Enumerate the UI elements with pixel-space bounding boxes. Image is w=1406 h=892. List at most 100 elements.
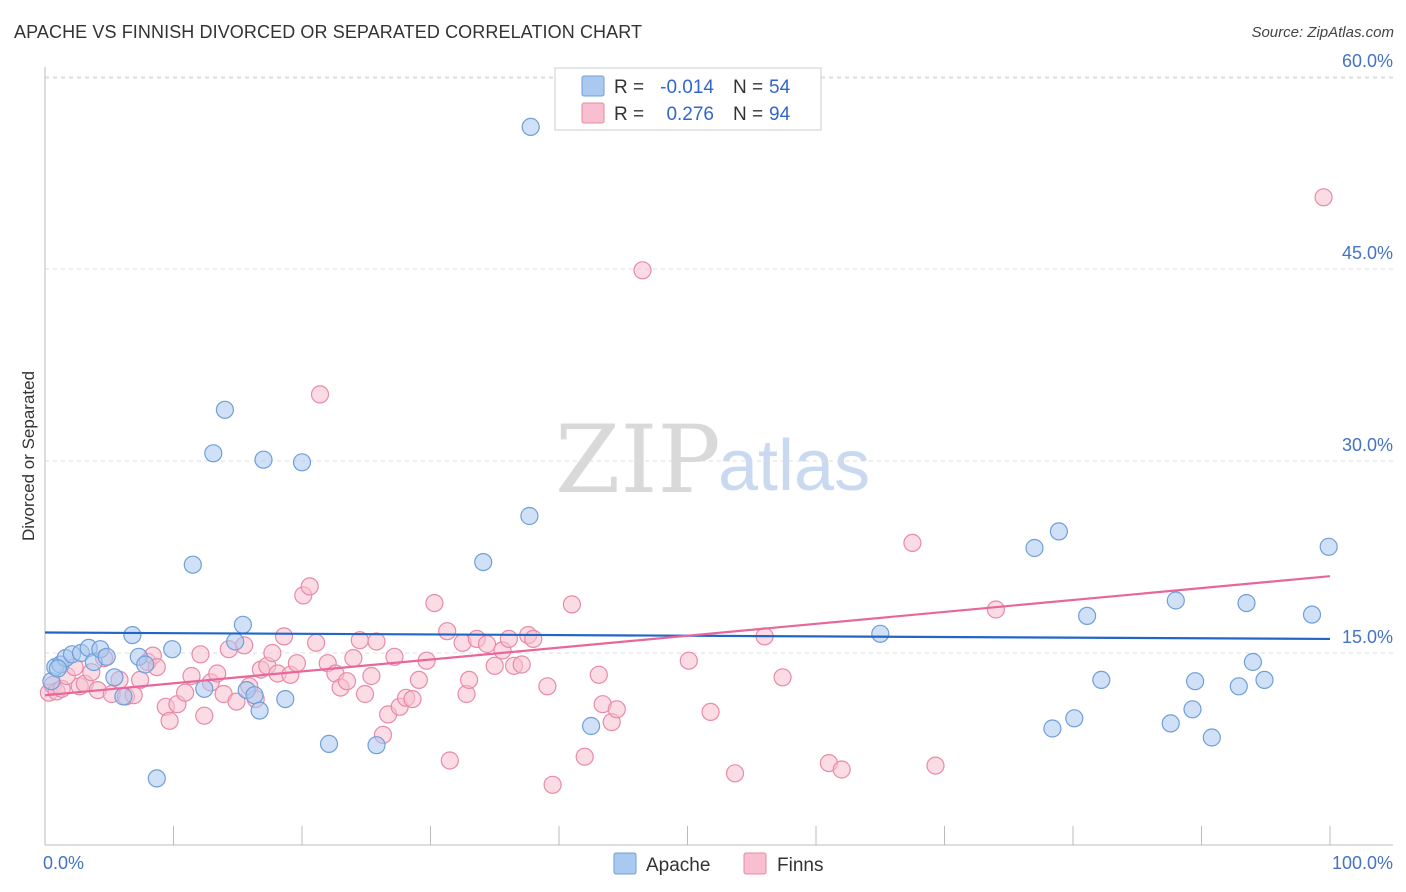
apache-point xyxy=(1319,537,1338,556)
finns-point xyxy=(227,692,246,711)
finns-point xyxy=(524,629,543,649)
finns-point xyxy=(562,595,582,614)
apache-point xyxy=(871,624,890,643)
chart-title: APACHE VS FINNISH DIVORCED OR SEPARATED … xyxy=(14,22,643,42)
apache-point xyxy=(215,400,234,419)
finns-point xyxy=(725,764,745,783)
apache-point xyxy=(521,117,540,137)
finns-point xyxy=(460,670,479,690)
legend-finns-n-label: N = xyxy=(733,104,763,125)
apache-point xyxy=(204,444,223,463)
legend-finns-r-label: R = xyxy=(614,104,644,125)
apache-point xyxy=(1302,605,1322,624)
finns-point xyxy=(607,700,626,719)
finns-point xyxy=(274,627,294,646)
bottom-legend: Apache Finns xyxy=(613,852,823,876)
legend-finns-swatch xyxy=(581,102,605,124)
apache-point xyxy=(276,689,295,709)
apache-point xyxy=(48,659,68,678)
finns-point xyxy=(409,670,428,690)
finns-point xyxy=(425,593,444,613)
finns-point xyxy=(543,775,562,794)
apache-point xyxy=(123,625,142,645)
y-axis-label: Divorced or Separated xyxy=(19,371,38,541)
finns-point xyxy=(499,629,518,649)
apache-point xyxy=(1065,709,1084,728)
apache-point xyxy=(292,453,312,472)
legend-apache-n-label: N = xyxy=(733,77,763,98)
finns-point xyxy=(344,648,363,668)
legend-finns-r-value: 0.276 xyxy=(666,104,714,125)
apache-point xyxy=(1092,670,1111,690)
apache-point xyxy=(183,555,202,574)
bottom-legend-apache-label: Apache xyxy=(646,855,710,876)
series-apache xyxy=(42,117,1338,788)
x-tick-label-min: 0.0% xyxy=(43,853,84,873)
finns-point xyxy=(191,645,210,664)
legend-apache-r-value: -0.014 xyxy=(660,77,714,98)
apache-point xyxy=(520,506,539,526)
apache-point xyxy=(367,736,386,755)
x-tick-label-max: 100.0% xyxy=(1332,853,1393,873)
finns-point xyxy=(679,651,698,670)
finns-point xyxy=(986,600,1006,619)
y-tick-label: 45.0% xyxy=(1342,243,1393,263)
finns-point xyxy=(485,656,504,675)
finns-point xyxy=(589,665,608,684)
x-axis-ticks xyxy=(44,826,1331,845)
bottom-legend-finns-label: Finns xyxy=(777,855,823,876)
apache-point xyxy=(226,632,245,651)
legend-finns-n-value: 94 xyxy=(769,104,791,125)
finns-point xyxy=(385,647,404,666)
apache-point xyxy=(581,716,601,736)
finns-point xyxy=(337,672,357,691)
finns-trend-line xyxy=(44,575,1331,697)
finns-point xyxy=(832,760,851,779)
finns-point xyxy=(195,706,214,725)
apache-point xyxy=(163,640,182,659)
finns-point xyxy=(355,684,375,704)
finns-point xyxy=(403,689,422,709)
apache-point xyxy=(1237,593,1256,613)
finns-point xyxy=(208,664,227,683)
apache-point xyxy=(1077,606,1097,626)
finns-point xyxy=(307,633,326,652)
apache-point xyxy=(195,679,214,698)
apache-point xyxy=(114,687,133,706)
apache-point xyxy=(97,647,116,666)
legend-apache-r-label: R = xyxy=(614,77,644,98)
y-tick-label: 30.0% xyxy=(1342,435,1393,455)
legend-apache-swatch xyxy=(581,75,605,97)
apache-point xyxy=(1202,728,1221,747)
y-axis-tick-labels: 15.0% 30.0% 45.0% 60.0% xyxy=(1342,51,1393,647)
finns-point xyxy=(310,385,330,404)
finns-point xyxy=(633,261,652,280)
apache-point xyxy=(147,769,166,788)
finns-point xyxy=(903,533,922,553)
finns-point xyxy=(538,677,557,696)
apache-point xyxy=(233,615,252,634)
finns-point xyxy=(773,668,792,687)
finns-point xyxy=(362,666,381,686)
finns-point xyxy=(1314,188,1333,207)
finns-point xyxy=(263,643,282,663)
apache-point xyxy=(1255,670,1274,690)
apache-point xyxy=(1161,714,1180,733)
finns-point xyxy=(160,711,179,730)
finns-point xyxy=(477,634,497,654)
apache-point xyxy=(1229,677,1248,696)
apache-point xyxy=(1243,652,1263,672)
finns-point xyxy=(438,622,457,641)
source-note: Source: ZipAtlas.com xyxy=(1251,24,1394,41)
bottom-legend-finns-swatch xyxy=(743,852,767,875)
legend-box: R = -0.014 N = 54 R = 0.276 N = 94 xyxy=(554,67,822,131)
apache-point xyxy=(254,450,273,469)
series-finns xyxy=(39,188,1333,794)
legend-apache-n-value: 54 xyxy=(769,77,791,98)
finns-point xyxy=(287,654,306,673)
finns-point xyxy=(575,747,594,766)
apache-point xyxy=(1043,719,1062,738)
watermark-atlas: atlas xyxy=(718,426,870,506)
apache-point xyxy=(1166,591,1185,610)
apache-point xyxy=(1025,538,1044,558)
